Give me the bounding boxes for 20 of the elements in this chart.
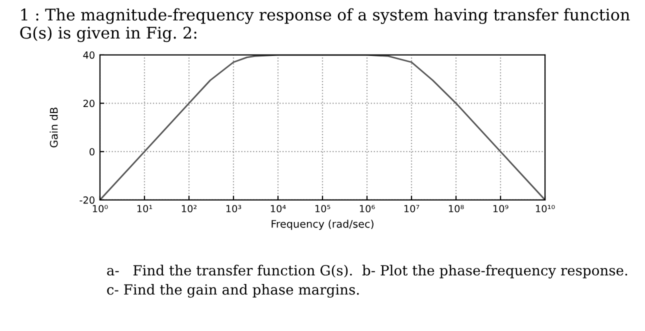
text: c- Find the gain and phase margins. [107,284,359,298]
x-tick-label: 10⁷ [404,204,420,212]
x-axis-title: Frequency (rad/sec) [272,220,374,230]
x-tick-label: 10² [182,204,197,212]
y-tick-label: -20 [80,196,94,204]
x-tick-label: 10⁹ [493,204,508,212]
y-tick-label: 0 [90,148,94,156]
x-tick-label: 10¹⁰ [536,204,555,212]
y-axis-title: Gain dB [50,108,58,148]
x-tick-label: 10⁶ [360,204,375,212]
x-tick-label: 10¹ [137,204,152,212]
x-tick-label: 10⁵ [315,204,330,212]
x-tick-label: 10⁸ [448,204,464,212]
y-tick-label: 20 [83,100,94,108]
text: a- Find the transfer function G(s). b- Plot the phase-frequency response. [107,264,628,278]
x-tick-label: 10³ [226,204,242,212]
y-tick-label: 40 [83,51,94,59]
x-tick-label: 10⁰ [92,204,108,212]
x-tick-label: 10⁴ [270,204,286,212]
chart-title: 1 : The magnitude-frequency response of a system having transfer function G(s) is given in Fig. 2: [20,8,630,42]
